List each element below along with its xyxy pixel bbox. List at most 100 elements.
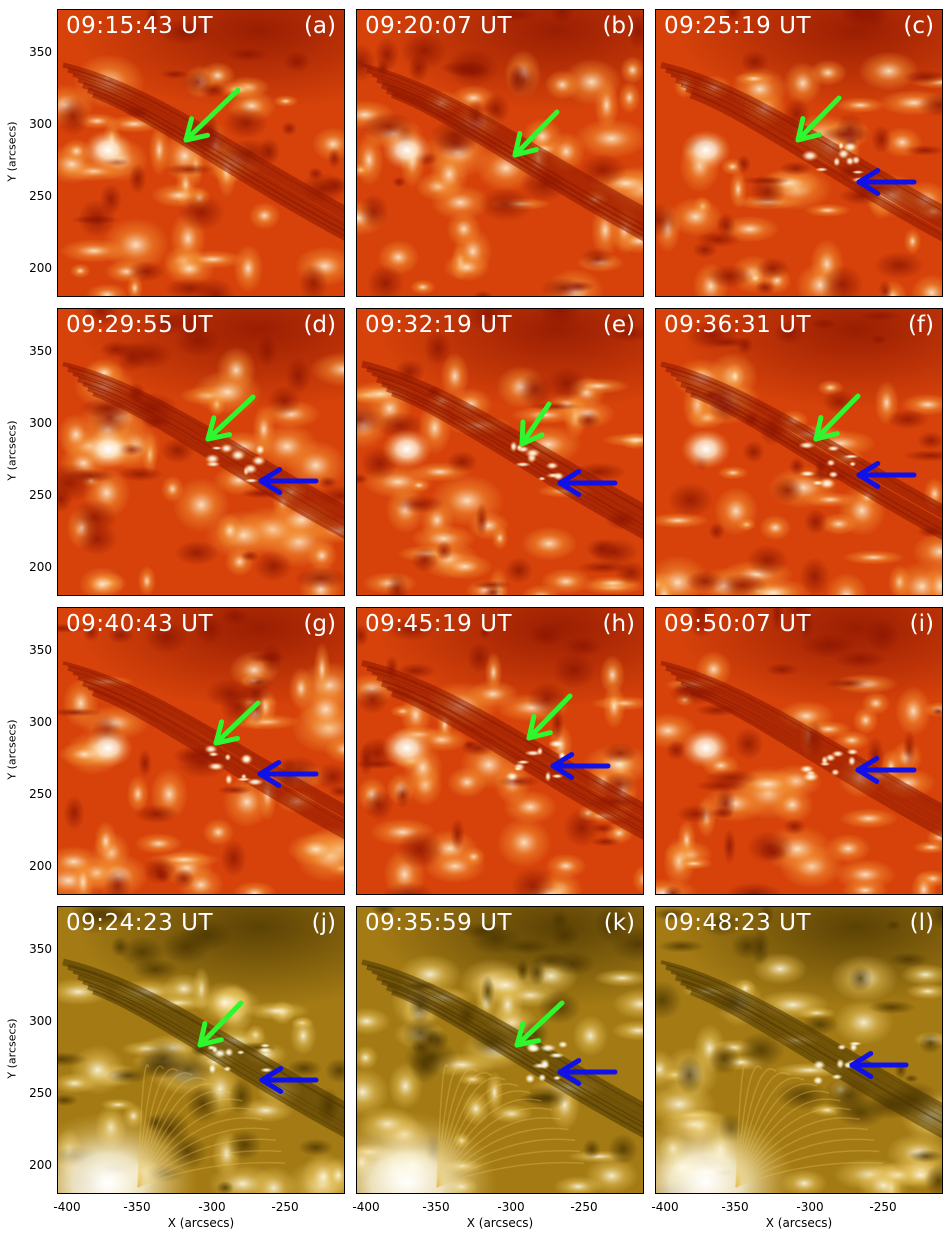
solar-image-304 (357, 608, 643, 894)
timestamp: 09:35:59 UT (365, 910, 512, 936)
timestamp: 09:25:19 UT (664, 13, 811, 39)
panel-c: 09:25:19 UT (c) (655, 9, 943, 297)
arrow-layer (526, 693, 611, 780)
panel-label: (g) (303, 611, 336, 637)
panel-a: 09:15:43 UT (a) (57, 9, 345, 297)
solar-image-171 (357, 907, 643, 1193)
blue-arrow (856, 461, 917, 489)
x-axis-label: X (arcsecs) (167, 1216, 235, 1230)
y-tick-label: 200 (29, 560, 52, 574)
panel-l: 09:48:23 UT (l) (655, 906, 943, 1194)
arrow-layer (197, 1000, 319, 1094)
timestamp: 09:48:23 UT (664, 910, 811, 936)
panel-i: 09:50:07 UT (i) (655, 607, 943, 895)
y-tick-label: 300 (29, 1014, 52, 1028)
solar-image-304 (357, 10, 643, 296)
solar-image-304 (357, 309, 643, 595)
timestamp: 09:36:31 UT (664, 312, 811, 338)
panel-j: 09:24:23 UT (j) (57, 906, 345, 1194)
x-axis-label: X (arcsecs) (466, 1216, 534, 1230)
arrow-layer (855, 756, 917, 784)
timestamp: 09:45:19 UT (365, 611, 512, 637)
panel-label: (h) (602, 611, 635, 637)
blue-arrow (849, 1051, 909, 1079)
blue-arrow (557, 469, 618, 497)
blue-arrow (855, 756, 917, 784)
x-tick-label: -250 (869, 1200, 897, 1214)
timestamp: 09:29:55 UT (66, 312, 213, 338)
x-axis-label: X (arcsecs) (765, 1216, 833, 1230)
solar-image-304 (58, 608, 344, 894)
arrow-layer (849, 1051, 909, 1079)
green-arrow (197, 1000, 244, 1048)
y-axis-label: Y (arcsecs) (5, 719, 19, 780)
y-tick-label: 300 (29, 117, 52, 131)
blue-arrow (856, 168, 917, 196)
y-tick-label: 350 (29, 45, 52, 59)
arrow-layer (514, 1000, 618, 1086)
blue-arrow (257, 760, 319, 788)
panel-d: 09:29:55 UT (d) (57, 308, 345, 596)
panel-label: (i) (909, 611, 934, 637)
panel-f: 09:36:31 UT (f) (655, 308, 943, 596)
blue-arrow (550, 752, 611, 780)
timestamp: 09:50:07 UT (664, 611, 811, 637)
y-tick-label: 350 (29, 942, 52, 956)
timestamp: 09:40:43 UT (66, 611, 213, 637)
solar-image-171 (58, 907, 344, 1193)
panel-b: 09:20:07 UT (b) (356, 9, 644, 297)
arrow-layer (813, 393, 917, 489)
panel-label: (d) (303, 312, 336, 338)
x-tick-label: -300 (497, 1200, 525, 1214)
panel-label: (a) (303, 13, 336, 39)
y-tick-label: 200 (29, 1158, 52, 1172)
timestamp: 09:24:23 UT (66, 910, 213, 936)
y-tick-label: 350 (29, 344, 52, 358)
x-tick-label: -350 (422, 1200, 450, 1214)
panel-label: (f) (907, 312, 934, 338)
panel-k: 09:35:59 UT (k) (356, 906, 644, 1194)
blue-arrow (557, 1058, 618, 1086)
x-tick-label: -350 (123, 1200, 151, 1214)
y-tick-label: 250 (29, 488, 52, 502)
x-tick-label: -250 (570, 1200, 598, 1214)
solar-image-304 (656, 309, 942, 595)
solar-image-171 (656, 907, 942, 1193)
arrow-layer (795, 95, 917, 196)
y-tick-label: 250 (29, 1086, 52, 1100)
y-axis-label: Y (arcsecs) (5, 420, 19, 481)
green-arrow (213, 700, 261, 746)
x-tick-label: -400 (352, 1200, 380, 1214)
panel-label: (b) (602, 13, 635, 39)
y-axis-label: Y (arcsecs) (5, 121, 19, 182)
x-tick-label: -300 (198, 1200, 226, 1214)
y-tick-label: 300 (29, 416, 52, 430)
timestamp: 09:20:07 UT (365, 13, 512, 39)
y-tick-label: 200 (29, 261, 52, 275)
y-tick-label: 250 (29, 189, 52, 203)
blue-arrow (259, 1066, 319, 1094)
arrow-layer (183, 87, 241, 143)
solar-image-304 (58, 10, 344, 296)
x-tick-label: -250 (271, 1200, 299, 1214)
panel-label: (l) (909, 910, 934, 936)
panel-g: 09:40:43 UT (g) (57, 607, 345, 895)
x-tick-label: -400 (651, 1200, 679, 1214)
arrow-layer (519, 401, 618, 497)
arrow-layer (512, 109, 560, 158)
panel-label: (j) (311, 910, 336, 936)
arrow-layer (205, 394, 319, 495)
y-tick-label: 350 (29, 643, 52, 657)
green-arrow (795, 95, 842, 143)
green-arrow (183, 87, 241, 143)
timestamp: 09:32:19 UT (365, 312, 512, 338)
green-arrow (512, 109, 560, 158)
arrow-layer (213, 700, 319, 788)
x-tick-label: -300 (796, 1200, 824, 1214)
x-tick-label: -400 (53, 1200, 81, 1214)
panel-e: 09:32:19 UT (e) (356, 308, 644, 596)
green-arrow (813, 393, 861, 442)
green-arrow (514, 1000, 565, 1048)
green-arrow (519, 401, 552, 447)
